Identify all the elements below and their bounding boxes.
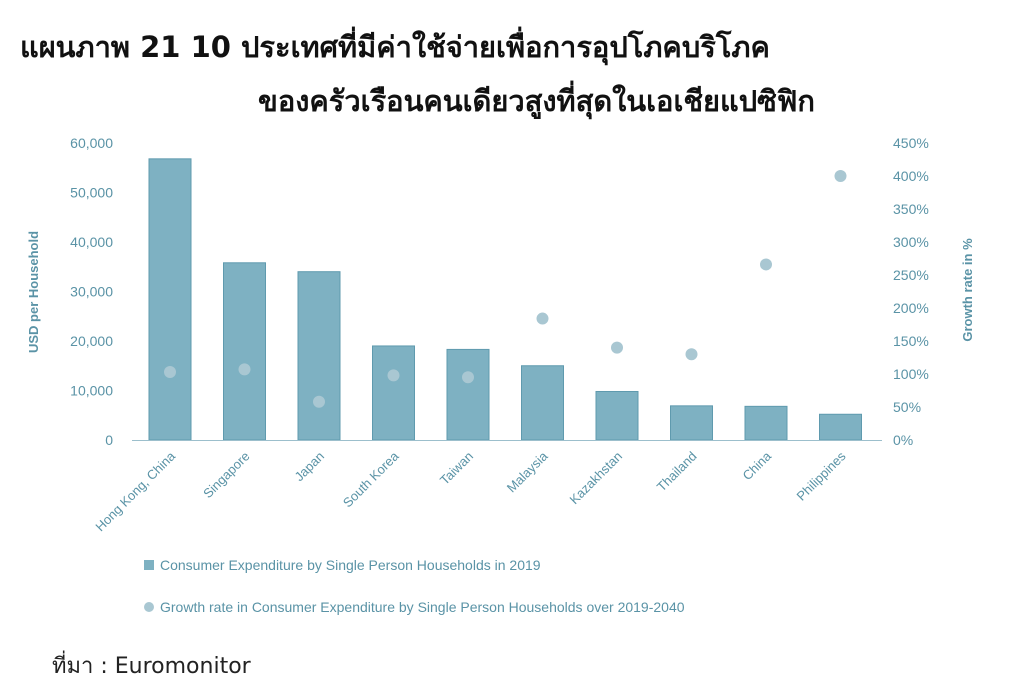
growth-dot [238,363,251,376]
category-label: Kazakhstan [566,449,625,508]
category-label: South Korea [340,448,402,510]
right-tick-label: 400% [893,168,929,184]
legend-item-dots: Growth rate in Consumer Expenditure by S… [144,599,685,615]
source-note: ที่มา : Euromonitor [52,654,251,679]
dot-series [164,170,847,408]
bar [148,158,192,441]
bar [595,390,639,441]
left-tick-label: 0 [105,432,113,448]
growth-dot [834,170,847,182]
right-tick-label: 350% [893,201,929,217]
left-tick-label: 20,000 [70,333,113,349]
left-tick-label: 30,000 [70,284,113,300]
bar [372,345,415,441]
right-tick-label: 50% [893,399,921,415]
right-tick-label: 250% [893,267,929,283]
right-tick-label: 200% [893,300,929,316]
category-label: Hong Kong, China [92,448,178,534]
right-tick-label: 150% [893,333,929,349]
growth-dot [611,341,623,354]
chart-title-line-1: แผนภาพ 21 10 ประเทศที่มีค่าใช้จ่ายเพื่อก… [20,30,770,64]
right-tick-label: 300% [893,234,929,250]
bar [446,348,490,441]
legend-label-dots: Growth rate in Consumer Expenditure by S… [160,599,685,615]
bar [297,271,341,441]
growth-dot [685,348,698,361]
growth-dot [387,369,400,382]
bar [670,405,713,441]
bar [744,405,788,441]
category-label: Philippines [794,448,849,503]
right-tick-label: 450% [893,135,929,151]
left-tick-label: 50,000 [70,185,113,201]
left-tick-label: 10,000 [70,383,113,399]
category-label: Taiwan [437,449,476,488]
growth-dot [760,258,772,271]
growth-dot [313,395,325,408]
right-axis-ticks: 0% 50% 100% 150% 200% 250% 300% 350% 400% 450% [893,135,929,448]
right-tick-label: 100% [893,366,929,382]
legend-bar-swatch-icon [144,560,154,570]
legend-item-bars: Consumer Expenditure by Single Person Ho… [144,557,541,573]
bar [223,262,266,441]
chart-title-line-2: ของครัวเรือนคนเดียวสูงที่สุดในเอเชียแปซิ… [258,84,815,118]
growth-dot [462,371,474,384]
growth-dot [536,312,549,325]
left-axis-ticks: 0 10,000 20,000 30,000 40,000 50,000 60,000 [70,135,113,448]
bar [819,413,862,441]
right-axis-title: Growth rate in % [960,238,975,342]
category-label: China [739,448,774,483]
left-tick-label: 60,000 [70,135,113,151]
category-label: Singapore [200,449,253,502]
legend-dot-icon [144,602,154,612]
category-label: Malaysia [504,448,551,495]
left-tick-label: 40,000 [70,234,113,250]
legend-label-bars: Consumer Expenditure by Single Person Ho… [160,557,541,573]
category-label: Thailand [654,449,700,495]
right-tick-label: 0% [893,432,913,448]
category-label: Japan [291,449,327,485]
growth-dot [164,366,176,379]
category-labels: Hong Kong, China Singapore Japan South Kore… [92,448,849,534]
bar-series [148,158,862,441]
left-axis-title: USD per Household [26,231,41,353]
bar [521,365,564,441]
